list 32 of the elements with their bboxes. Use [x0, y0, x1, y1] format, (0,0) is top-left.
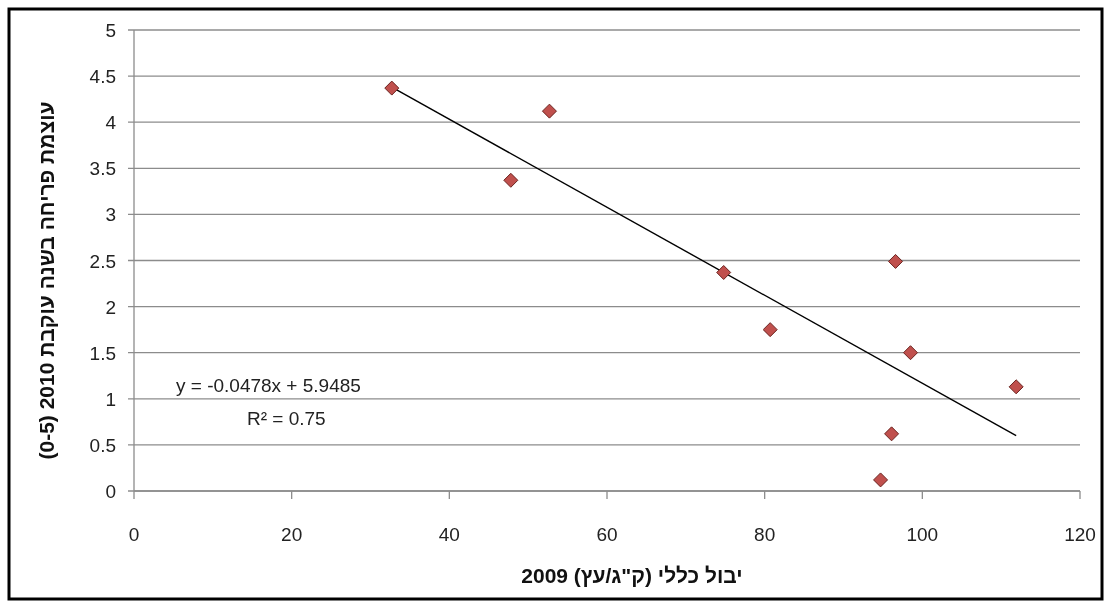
x-axis-title: יבול כללי (ק"ג/עץ) 2009	[521, 564, 743, 587]
x-tick-label: 60	[596, 524, 618, 545]
annotation: y = -0.0478x + 5.9485	[176, 375, 361, 396]
y-tick-label: 0	[105, 481, 116, 502]
y-tick-label: 1	[105, 388, 116, 410]
x-tick-label: 40	[438, 524, 460, 545]
point	[884, 426, 900, 442]
x-tick-label: 120	[1064, 524, 1096, 545]
point	[873, 472, 889, 488]
point	[1008, 379, 1024, 395]
y-tick-label: 1.5	[89, 342, 116, 364]
point	[903, 345, 919, 361]
y-tick-label: 4	[105, 112, 117, 134]
point	[762, 322, 778, 338]
y-tick-label: 3	[105, 204, 116, 226]
annotation: R² = 0.75	[247, 408, 326, 429]
point	[503, 172, 519, 188]
x-tick-label: 80	[754, 524, 776, 545]
x-tick-label: 20	[281, 524, 303, 545]
point	[888, 253, 904, 269]
y-tick-label: 2	[105, 296, 116, 318]
y-tick-label: 4.5	[89, 66, 116, 88]
x-tick-label: 0	[128, 524, 140, 545]
point	[541, 103, 557, 119]
point	[384, 80, 400, 96]
y-tick-label: 2.5	[89, 250, 116, 272]
y-tick-label: 0.5	[89, 434, 116, 456]
y-axis-title: עוצמת פריחה בשנה עוקבת 2010 (0-5)	[35, 101, 58, 460]
y-tick-label: 3.5	[89, 158, 116, 180]
y-tick-label: 5	[105, 20, 116, 41]
point	[716, 264, 732, 280]
x-tick-label: 100	[906, 524, 939, 545]
